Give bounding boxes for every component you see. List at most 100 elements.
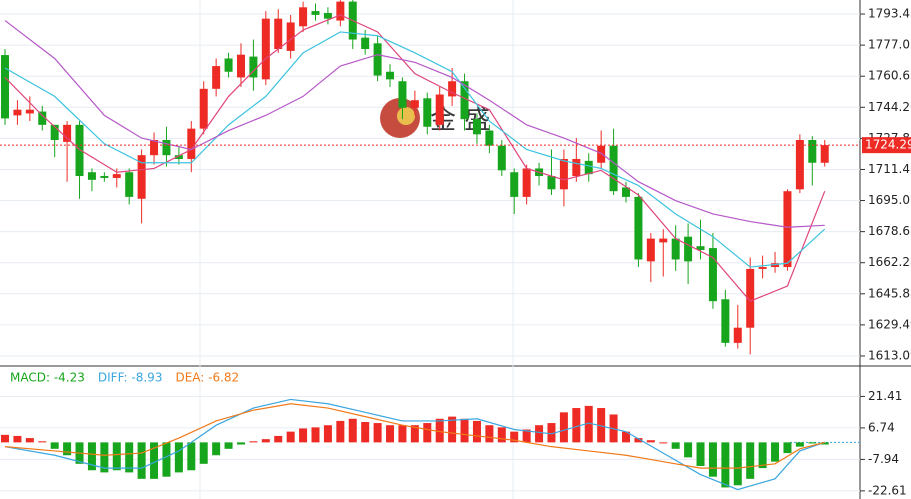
macd-bar [584,405,593,443]
candle-body [423,98,432,127]
y-tick-label: 1695.07 [868,193,911,207]
macd-bar [708,442,717,477]
candle-body [510,172,519,197]
candle-body [50,124,59,141]
y-tick-label: 1711.47 [868,162,911,176]
indicator-line [4,403,825,469]
candle-body [75,124,84,177]
candle-body [783,191,792,268]
macd-bar [361,421,370,443]
macd-bar [125,442,134,473]
macd-bar [174,442,183,473]
candle-body [361,37,370,50]
macd-bar [261,439,270,443]
macd-bar [771,442,780,462]
indicator-line [4,14,826,302]
candle-body [150,140,159,156]
candle-body [646,238,655,262]
legend-entry: DIFF: -8.93 [98,371,163,385]
macd-bar [721,442,730,488]
macd-bar [386,425,395,443]
macd-bar [162,442,171,477]
macd-bar [460,418,469,443]
candle-body [162,140,171,156]
macd-bar [87,442,96,471]
y-tick-label: 1662.28 [868,255,911,269]
macd-bar [572,408,581,443]
macd-bar [634,438,643,443]
candle-body [249,56,258,78]
indicator-line [4,398,825,491]
y-tick-label: 1613.09 [868,348,911,362]
macd-bar [112,442,121,471]
candle-body [609,145,618,192]
candle-body [137,155,146,199]
price-tag-label: 1724.29 [865,138,911,152]
macd-bar [274,435,283,443]
macd-bar [820,442,829,445]
candle-body [795,140,804,190]
macd-bar [249,441,258,443]
price-tag [862,137,911,154]
candle-body [485,130,494,146]
candle-body [87,172,96,180]
macd-bar [1,434,9,443]
candle-body [733,327,742,343]
macd-bar [38,441,47,443]
macd-bar [25,438,34,443]
candle-body [336,1,345,21]
candle-body [708,248,717,302]
candle-body [1,55,9,119]
macd-bar [659,442,668,444]
y-tick-label: 1777.05 [868,38,911,52]
macd-bar [485,425,494,443]
candle-body [323,12,332,19]
candle-body [684,236,693,262]
candle-body [448,81,457,97]
macd-bar [684,442,693,458]
candle-body [721,299,730,343]
macd-bar [63,442,72,456]
candle-body [63,124,72,142]
y-tick-label: 1678.67 [868,224,911,238]
y-tick-label: 1629.49 [868,317,911,331]
candle-body [572,158,581,177]
indicator-line [4,31,826,268]
y-tick-label: 21.41 [868,389,902,403]
candle-body [808,140,817,163]
macd-bar [336,420,345,443]
candle-body [373,43,382,76]
macd-bar [236,442,245,445]
candle-body [187,128,196,159]
candle-body [634,196,643,260]
macd-bar [348,418,357,443]
macd-bar [137,442,146,479]
macd-bar [398,425,407,443]
macd-bar [758,442,767,469]
candle-body [410,100,419,108]
candle-body [584,160,593,175]
candle-body [460,81,469,120]
macd-bar [286,431,295,443]
candle-body [746,268,755,328]
macd-bar [559,412,568,443]
macd-bar [733,442,742,486]
candle-body [497,145,506,171]
candle-body [386,71,395,80]
macd-bar [510,431,519,443]
candle-body [659,238,668,243]
candle-body [435,94,444,125]
macd-bar [646,440,655,443]
macd-bar [671,442,680,449]
macd-bar [783,442,792,454]
macd-bar [795,442,804,447]
candle-body [286,22,295,51]
macd-bar [311,427,320,443]
macd-bar [808,442,817,444]
candle-body [472,119,481,135]
candle-body [671,238,680,260]
candle-body [13,109,22,116]
y-tick-label: 1793.45 [868,7,911,21]
candle-body [236,54,245,78]
